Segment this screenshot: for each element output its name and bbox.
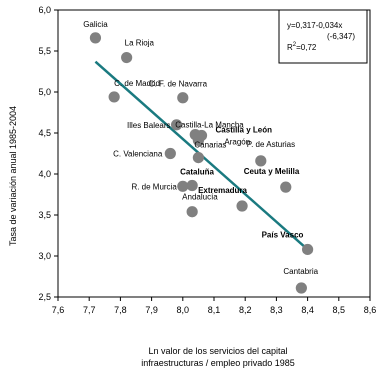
x-tick-label: 8,3: [270, 305, 283, 315]
data-points: [89, 32, 314, 294]
point-label: R. de Murcia: [131, 182, 177, 191]
x-axis-ticks: 7,6 7,7 7,8 7,9 8,0 8,1 8,2 8,3 8,4 8,5 8,6: [52, 297, 376, 315]
equation-line-1: y=0,317-0,034x: [287, 21, 342, 30]
point-label: Galicia: [83, 20, 108, 29]
data-point: [108, 91, 120, 103]
x-tick-label: 8,2: [239, 305, 252, 315]
x-tick-label: 8,6: [364, 305, 376, 315]
x-tick-label: 7,7: [83, 305, 96, 315]
data-point: [295, 282, 307, 294]
point-label: Ceuta y Melilla: [244, 167, 300, 176]
y-axis-ticks: 2,5 3,0 3,5 4,0 4,5 5,0 5,5 6,0: [38, 5, 58, 302]
y-tick-label: 6,0: [38, 5, 51, 15]
data-point: [186, 206, 198, 218]
x-tick-label: 7,9: [145, 305, 158, 315]
data-point: [89, 32, 102, 44]
y-axis-label: Tasa de variación anual 1985-2004: [8, 106, 18, 246]
r-squared-exponent: 2: [293, 42, 297, 48]
data-point: [236, 200, 248, 212]
equation-line-2: (-6,347): [327, 32, 355, 41]
equation-box: y=0,317-0,034x (-6,347) R2=0,72: [278, 9, 368, 64]
data-point: [302, 243, 314, 256]
equation-box-frame: [278, 9, 368, 64]
data-point: [192, 134, 204, 146]
x-axis-label-line-1: Ln valor de los servicios del capital: [148, 346, 287, 356]
data-point: [255, 155, 267, 167]
point-label: La Rioja: [125, 39, 155, 48]
r-squared: R2=0,72: [287, 42, 317, 52]
point-label: Castilla y León: [216, 125, 273, 134]
point-label: P. de Asturias: [247, 140, 295, 149]
y-tick-label: 3,0: [38, 251, 51, 261]
point-label: Cantabria: [283, 267, 318, 276]
point-label: Castilla-La Mancha: [175, 121, 244, 130]
x-axis-label-line-2: infraestructuras / empleo privado 1985: [141, 358, 295, 368]
x-tick-label: 7,8: [114, 305, 127, 315]
x-tick-label: 7,6: [52, 305, 65, 315]
y-tick-label: 5,0: [38, 87, 51, 97]
point-label: Illes Balears: [127, 121, 171, 130]
point-label: C. F. de Navarra: [149, 80, 208, 89]
point-label: C. Valenciana: [113, 150, 163, 159]
y-tick-label: 4,0: [38, 169, 51, 179]
point-label: Andalucía: [182, 193, 218, 202]
r-squared-value: =0,72: [296, 43, 317, 52]
data-point: [177, 180, 189, 192]
data-point: [280, 181, 292, 193]
point-label: C. de Madrid: [114, 79, 160, 88]
data-point: [186, 179, 198, 192]
data-point: [192, 152, 204, 164]
x-tick-label: 8,0: [177, 305, 190, 315]
data-point: [177, 92, 189, 104]
x-tick-label: 8,4: [301, 305, 314, 315]
plot-area-frame: [57, 9, 371, 298]
y-tick-label: 3,5: [38, 210, 51, 220]
point-label: Canarias: [194, 141, 226, 150]
data-point: [164, 147, 176, 160]
point-label: Cataluña: [180, 167, 214, 176]
x-tick-label: 8,1: [208, 305, 221, 315]
y-tick-label: 4,5: [38, 128, 51, 138]
data-point: [170, 119, 183, 131]
r-squared-prefix: R: [287, 43, 293, 52]
x-tick-label: 8,5: [333, 305, 346, 315]
data-point: [121, 51, 133, 64]
y-tick-label: 5,5: [38, 46, 51, 56]
point-label: Extremadura: [198, 186, 247, 195]
point-label: Aragón: [224, 137, 250, 146]
y-tick-label: 2,5: [38, 292, 51, 302]
point-label: País Vasco: [262, 230, 304, 239]
